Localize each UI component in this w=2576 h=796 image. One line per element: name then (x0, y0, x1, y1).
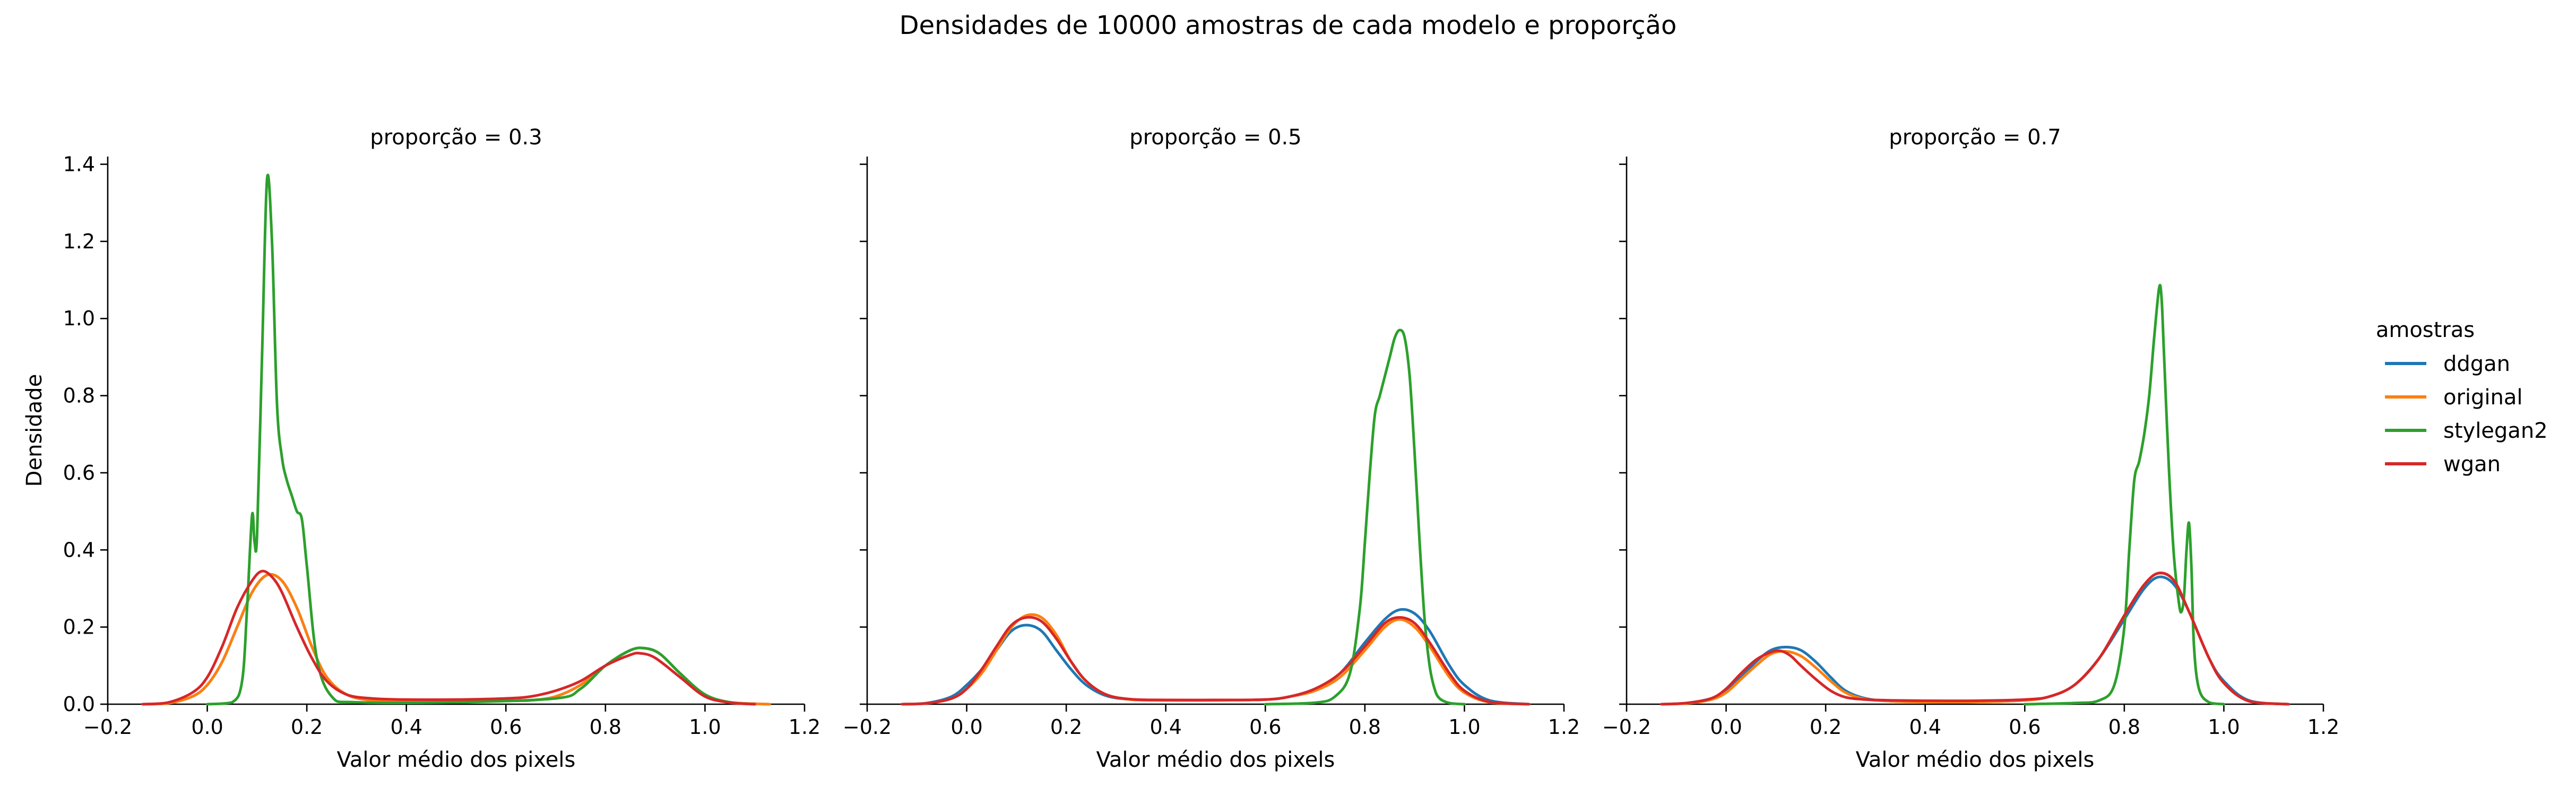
y-tick-label: 0.4 (63, 538, 95, 561)
facet-title: proporção = 0.5 (1129, 125, 1301, 150)
x-tick-label: 0.2 (1810, 715, 1842, 739)
y-tick-label: 0.0 (63, 693, 95, 716)
facet-panel-2: proporção = 0.5 −0.2 0.0 0.2 0.4 0.6 0.8 1.0 1.2… (843, 125, 1580, 772)
x-tick-label: 0.4 (1909, 715, 1941, 739)
y-tick-label: 0.2 (63, 616, 95, 639)
y-tick-label: 0.6 (63, 461, 95, 484)
legend: amostras ddgan original stylegan2 wgan (2376, 318, 2548, 477)
legend-label: stylegan2 (2443, 419, 2548, 443)
x-tick-label: 1.2 (2307, 715, 2339, 739)
density-curves (901, 328, 1531, 706)
x-tick-label: 1.0 (2208, 715, 2240, 739)
legend-label: original (2443, 385, 2523, 410)
facet-title: proporção = 0.3 (370, 125, 542, 150)
y-tick-label: 1.4 (63, 153, 95, 176)
x-tick-label: 0.8 (2108, 715, 2140, 739)
facet-title: proporção = 0.7 (1889, 125, 2061, 150)
x-tick-label: 0.6 (1249, 715, 1281, 739)
x-tick-label: −0.2 (843, 715, 892, 739)
x-tick-label: −0.2 (1602, 715, 1651, 739)
x-tick-label: 0.0 (950, 715, 982, 739)
x-tick-label: 0.8 (590, 715, 621, 739)
x-tick-label: 1.2 (789, 715, 820, 739)
legend-entry-ddgan: ddgan (2385, 352, 2510, 376)
series-line-wgan (1660, 572, 2290, 706)
x-tick-label: 0.6 (490, 715, 522, 739)
density-curves (141, 174, 771, 706)
density-curves (1660, 283, 2290, 706)
legend-entry-wgan: wgan (2385, 452, 2501, 477)
legend-entry-original: original (2385, 385, 2523, 410)
series-line-ddgan (141, 573, 771, 706)
legend-entry-stylegan2: stylegan2 (2385, 419, 2548, 443)
series-line-wgan (901, 616, 1531, 706)
facet-panel-1: proporção = 0.3−0.2 0.0 0.2 0.4 0.6 0.8 1.0 1.2… (22, 125, 820, 772)
legend-entries: ddgan original stylegan2 wgan (2385, 352, 2548, 477)
x-tick-label: 0.6 (2009, 715, 2041, 739)
x-tick-label: 0.2 (291, 715, 323, 739)
x-tick-label: 1.0 (689, 715, 721, 739)
legend-label: wgan (2443, 452, 2501, 477)
facet-panel-3: proporção = 0.7 −0.2 0.0 0.2 0.4 0.6 0.8 1.0 1.2… (1602, 125, 2339, 772)
figure-title: Densidades de 10000 amostras de cada mod… (900, 11, 1677, 40)
x-tick-label: −0.2 (83, 715, 132, 739)
x-tick-label: 0.8 (1349, 715, 1381, 739)
series-line-stylegan2 (2023, 283, 2225, 706)
series-line-stylegan2 (1264, 328, 1466, 706)
y-axis-label: Densidade (22, 374, 47, 487)
facet-grid: proporção = 0.3−0.2 0.0 0.2 0.4 0.6 0.8 1.0 1.2… (22, 125, 2339, 772)
legend-label: ddgan (2443, 352, 2510, 376)
series-line-stylegan2 (206, 174, 756, 706)
legend-title: amostras (2376, 318, 2475, 342)
x-tick-label: 1.2 (1548, 715, 1580, 739)
x-tick-label: 0.2 (1050, 715, 1082, 739)
x-tick-label: 0.4 (390, 715, 422, 739)
y-tick-label: 1.2 (63, 230, 95, 253)
series-line-original (141, 573, 771, 706)
x-axis-label: Valor médio dos pixels (337, 748, 576, 772)
series-line-wgan (141, 569, 756, 706)
x-tick-label: 0.0 (191, 715, 223, 739)
x-tick-label: 0.4 (1149, 715, 1181, 739)
x-tick-label: 0.0 (1710, 715, 1742, 739)
x-axis-label: Valor médio dos pixels (1856, 748, 2095, 772)
y-tick-label: 0.8 (63, 384, 95, 408)
y-tick-label: 1.0 (63, 307, 95, 330)
x-axis-label: Valor médio dos pixels (1096, 748, 1335, 772)
x-tick-label: 1.0 (1448, 715, 1480, 739)
